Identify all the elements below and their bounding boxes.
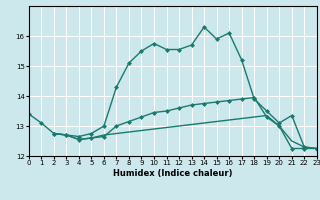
X-axis label: Humidex (Indice chaleur): Humidex (Indice chaleur) [113, 169, 233, 178]
